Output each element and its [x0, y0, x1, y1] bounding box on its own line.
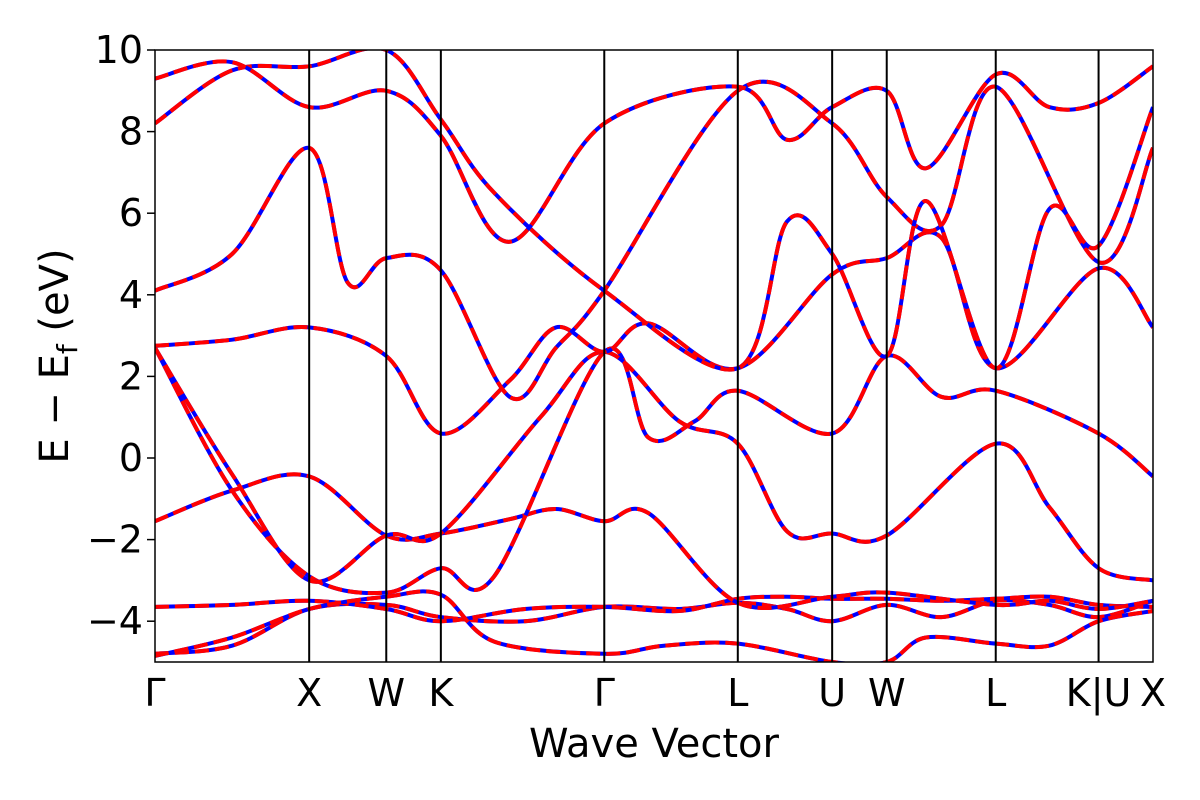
band-line-red	[155, 589, 1153, 662]
plot-area	[154, 49, 1154, 663]
y-tick-label: 8	[119, 110, 143, 154]
x-tick-label: U	[818, 671, 846, 715]
band-line-blue	[155, 59, 1153, 244]
x-axis-ticks: Γ X W K Γ L U W L K|U X	[144, 671, 1166, 716]
x-tick-label: Γ	[594, 671, 615, 715]
x-tick-label: K|U	[1066, 671, 1132, 716]
x-tick-label: Γ	[144, 671, 165, 715]
y-axis-label-subscript: f	[51, 343, 84, 354]
x-tick-label: K	[428, 671, 454, 715]
y-tick-label: 4	[119, 273, 143, 317]
x-tick-label: W	[367, 671, 405, 715]
band-line-red	[155, 472, 1153, 612]
band-line-red	[155, 346, 1153, 584]
y-axis-label-main: E − E	[32, 354, 78, 464]
plot-frame	[154, 49, 1154, 663]
x-tick-label: X	[296, 671, 322, 715]
high-symmetry-lines	[308, 50, 1100, 662]
band-line-red	[155, 59, 1153, 244]
y-axis-label-unit: (eV)	[32, 248, 78, 344]
x-tick-label: L	[727, 671, 748, 715]
band-line-blue	[155, 346, 1153, 584]
band-line-red	[155, 230, 1153, 436]
y-tick-label: 6	[119, 191, 143, 235]
y-tick-label: 2	[119, 354, 143, 398]
x-tick-label: W	[868, 671, 906, 715]
y-axis-ticks: −4 −2 0 2 4 6 8 10	[87, 28, 155, 643]
y-tick-label: 0	[119, 436, 143, 480]
y-tick-label: 10	[95, 28, 143, 72]
x-tick-label: L	[985, 671, 1006, 715]
band-line-blue	[155, 472, 1153, 612]
x-axis-label: Wave Vector	[529, 721, 780, 767]
y-tick-label: −4	[87, 599, 143, 643]
band-line-blue	[155, 230, 1153, 436]
band-line-red	[155, 594, 1153, 624]
band-line-red	[155, 346, 1153, 596]
band-line-red	[155, 79, 1153, 402]
band-line-blue	[155, 50, 1153, 372]
band-lines	[155, 50, 1153, 662]
band-line-blue	[155, 346, 1153, 596]
x-tick-label: X	[1140, 671, 1166, 715]
y-axis-label: E − Ef (eV)	[32, 248, 84, 463]
band-line-blue	[155, 79, 1153, 402]
y-tick-label: −2	[87, 518, 143, 562]
